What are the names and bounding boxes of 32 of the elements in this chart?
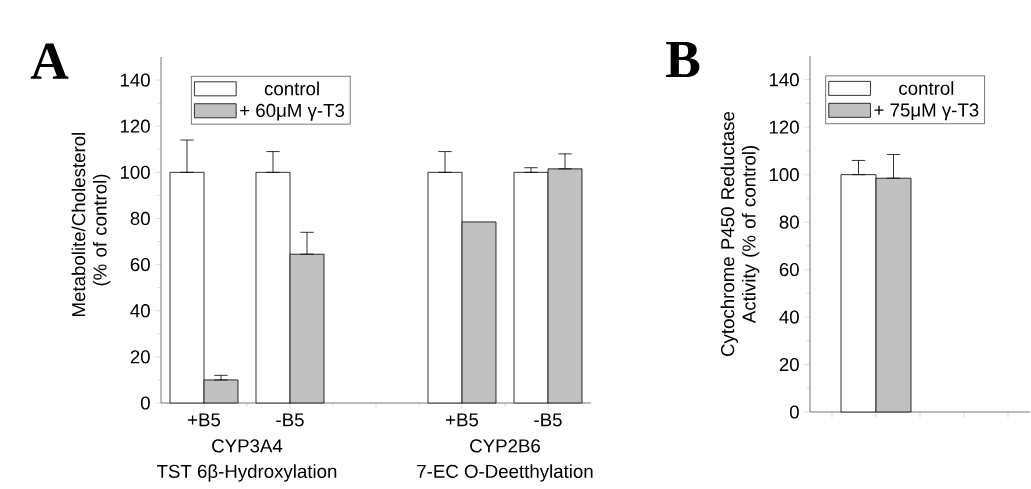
- chart-title: A: [30, 43, 69, 79]
- x-tick-label: -B5: [534, 413, 562, 427]
- y-tick-label: 120: [120, 119, 150, 133]
- x-tick-label: -B5: [276, 413, 304, 427]
- y-tick-label: 80: [130, 211, 150, 226]
- x-tick-label: +B5: [446, 413, 479, 427]
- y-tick-label: 20: [130, 350, 150, 364]
- y-tick-label: 60: [130, 257, 150, 272]
- y-tick-label: 0: [140, 396, 150, 410]
- y-tick-label: 40: [130, 304, 150, 318]
- x-tick-label: +B5: [188, 413, 221, 427]
- legend-label: + 75μM γ-T3: [874, 103, 979, 121]
- text: CYP3A4: [212, 439, 283, 453]
- y-tick-label: 0: [789, 405, 799, 419]
- y-axis-title: Cytochrome P450 Reductase Activity (% of control): [720, 111, 760, 357]
- y-tick-label: 140: [769, 73, 799, 87]
- legend-label: control: [264, 81, 319, 96]
- chart-title: B: [666, 42, 700, 78]
- y-tick-label: 80: [779, 215, 799, 229]
- y-tick-label: 120: [769, 120, 799, 134]
- legend-label: control: [899, 81, 954, 95]
- y-tick-label: 100: [769, 168, 799, 182]
- text: CYP2B6: [470, 439, 540, 453]
- y-tick-label: 40: [779, 310, 799, 324]
- y-tick-label: 100: [120, 165, 150, 179]
- text: TST 6β-Hydroxylation: [156, 464, 337, 482]
- y-tick-label: 140: [120, 73, 150, 87]
- y-axis-title: Metabolite/Cholesterol (% of control): [71, 133, 111, 316]
- y-tick-label: 20: [779, 357, 799, 372]
- legend-label: + 60μM γ-T3: [240, 103, 345, 121]
- text: 7-EC O-Deetthylation: [417, 464, 593, 482]
- y-tick-label: 60: [779, 262, 799, 277]
